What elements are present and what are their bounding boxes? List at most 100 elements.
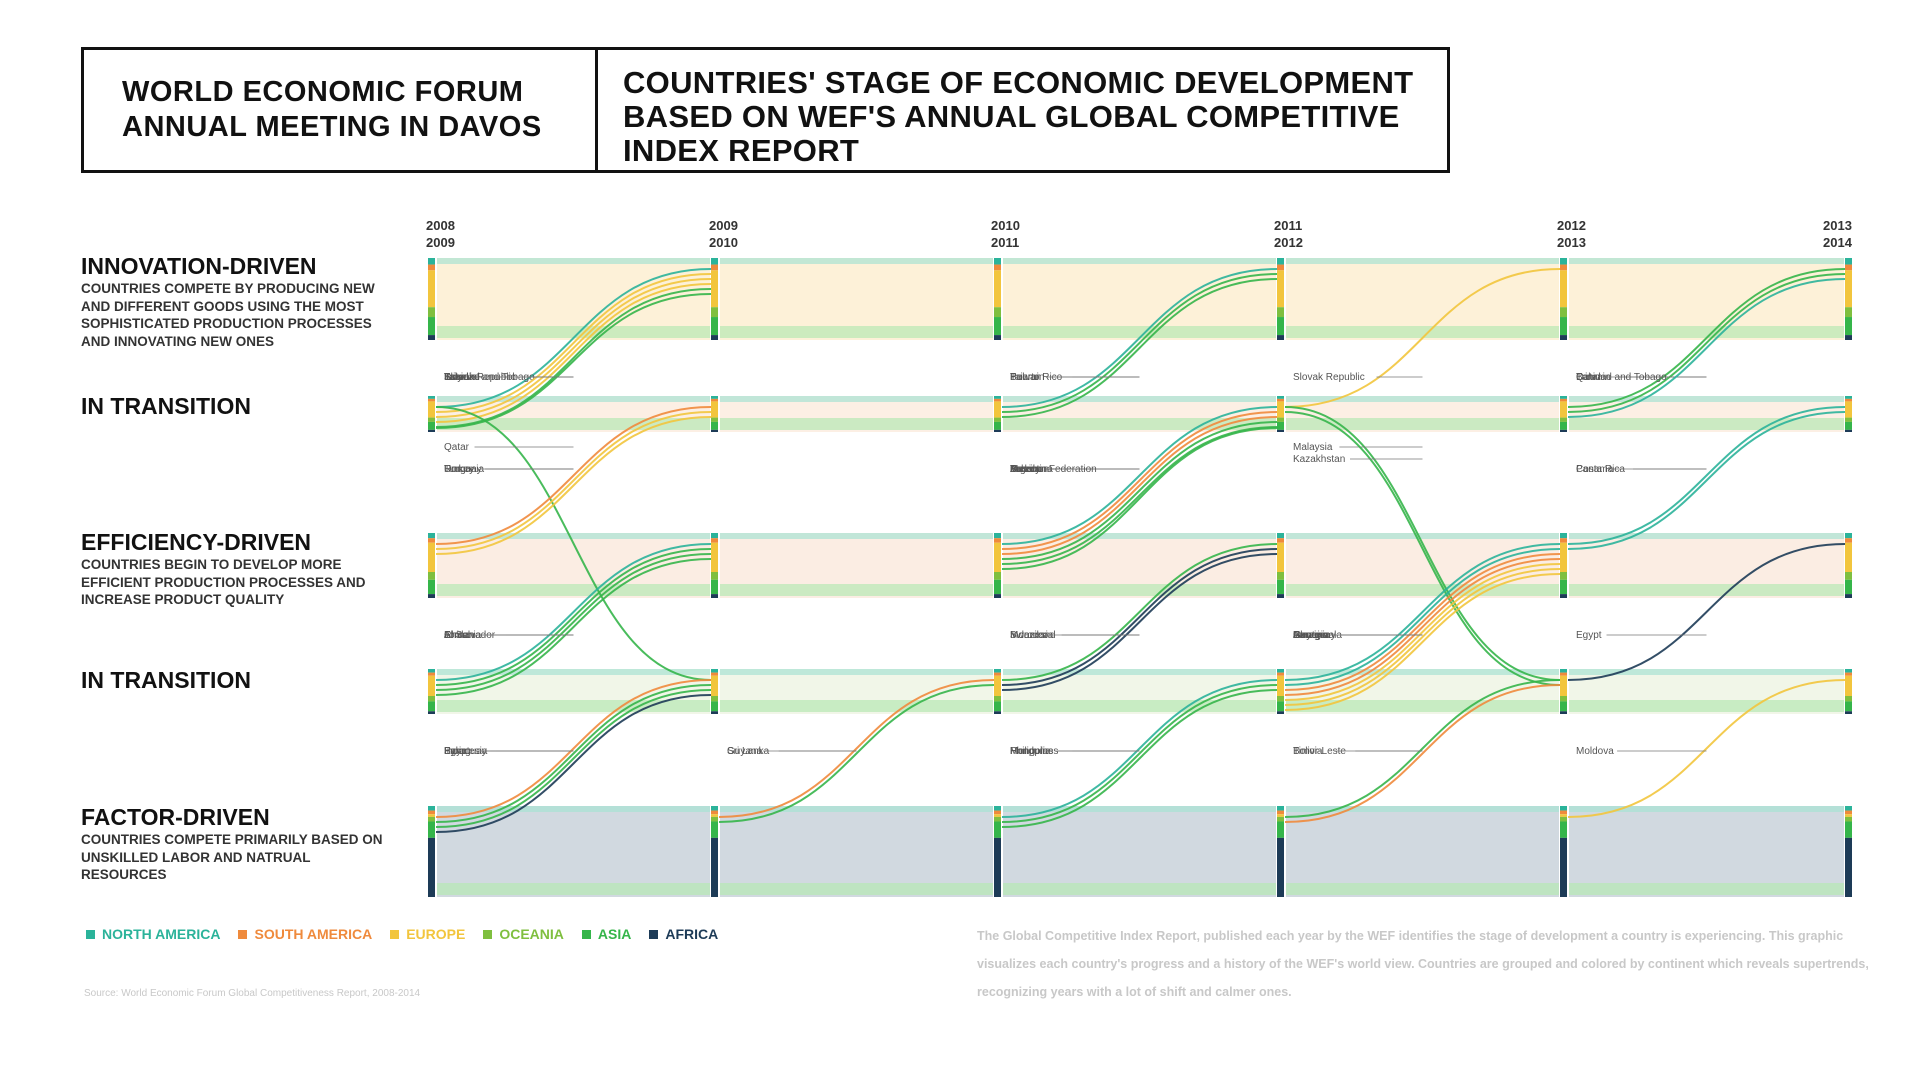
- country-label: Moldova: [1576, 746, 1614, 757]
- column-segment: [1277, 806, 1284, 811]
- country-label: Turkey: [1010, 464, 1040, 475]
- column-segment: [428, 417, 435, 422]
- transition-flow-line: [435, 543, 712, 681]
- column-segment: [1560, 317, 1567, 336]
- column-segment: [428, 398, 435, 402]
- transition-flow-line: [435, 548, 712, 686]
- column-segment: [428, 258, 435, 265]
- country-label: Panama: [1576, 464, 1614, 475]
- transition-flow-line: [435, 689, 712, 828]
- column-segment: [428, 421, 435, 430]
- background-bands: [437, 258, 1844, 897]
- country-label: Honduras: [1010, 746, 1053, 757]
- country-label: Mexico: [1010, 464, 1042, 475]
- column-segment: [994, 429, 1001, 432]
- transition-flow-line: [1567, 278, 1846, 418]
- country-label: Slovak Republic: [444, 372, 516, 383]
- column-segment: [994, 258, 1001, 265]
- stage-band-bottom-strip: [1003, 700, 1276, 712]
- column-segment: [1845, 396, 1852, 399]
- column-segment: [1845, 572, 1852, 580]
- country-label: Brazil: [1010, 464, 1035, 475]
- stage-band: [720, 806, 993, 897]
- column-segment: [1845, 579, 1852, 595]
- transition-flow-line: [1001, 416, 1278, 555]
- column-segment: [994, 675, 1001, 696]
- stage-band-bottom-strip: [1286, 418, 1559, 430]
- stage-band: [1286, 806, 1559, 897]
- country-label: Armenia: [1293, 630, 1331, 641]
- column-segment: [428, 821, 435, 838]
- column-segment: [428, 711, 435, 714]
- column-segment: [711, 417, 718, 422]
- stage-band-bottom-strip: [1569, 883, 1844, 895]
- year-label-2010: 2010 2011: [991, 218, 1020, 250]
- column-segment: [994, 672, 1001, 676]
- country-label: Romania: [444, 464, 484, 475]
- column-segment: [711, 421, 718, 430]
- stage-band-bottom-strip: [1569, 584, 1844, 596]
- swatch: [483, 929, 493, 939]
- transition-flow-line: [1001, 406, 1278, 545]
- column-segment: [711, 264, 718, 271]
- column-segment: [1845, 264, 1852, 271]
- stage-band-bottom-strip: [1003, 326, 1276, 338]
- stage-band: [1569, 806, 1844, 897]
- legend-item-europe: EUROPE: [390, 926, 465, 942]
- transition-flow-line: [1567, 268, 1846, 408]
- column-segment: [1277, 270, 1284, 308]
- column-segment: [711, 837, 718, 897]
- column-segment: [428, 542, 435, 572]
- column-segment: [1845, 270, 1852, 308]
- column-segment: [428, 672, 435, 676]
- column-segment: [994, 669, 1001, 673]
- column-segment: [1560, 711, 1567, 714]
- transition-flow-line: [435, 558, 712, 696]
- transition-flow-line: [1001, 427, 1278, 570]
- column-segment: [1845, 816, 1852, 822]
- stage-band-bottom-strip: [437, 883, 710, 895]
- transition-flow-line: [1001, 548, 1278, 686]
- transition-flow-line: [1001, 268, 1278, 408]
- country-label: Israel: [444, 372, 468, 383]
- column-segment: [994, 307, 1001, 318]
- column-segment: [1845, 258, 1852, 265]
- stage-band-top-strip: [720, 396, 993, 402]
- stage-in-transition-lower: IN TRANSITION: [81, 667, 251, 694]
- column-segment: [994, 398, 1001, 402]
- column-segment: [1277, 821, 1284, 838]
- column-segment: [1277, 538, 1284, 543]
- stage-band-bottom-strip: [437, 584, 710, 596]
- column-segment: [1560, 701, 1567, 712]
- stage-band-top-strip: [1286, 533, 1559, 539]
- stage-title: EFFICIENCY-DRIVEN: [81, 529, 312, 555]
- column-segment: [1560, 307, 1567, 318]
- transition-flow-line: [435, 553, 712, 691]
- column-segment: [1560, 396, 1567, 399]
- transition-flow-line: [435, 268, 712, 408]
- stage-band-top-strip: [720, 669, 993, 675]
- stage-description: COUNTRIES COMPETE PRIMARILY BASED ON UNS…: [81, 832, 383, 882]
- stage-factor-driven: FACTOR-DRIVEN COUNTRIES COMPETE PRIMARIL…: [81, 804, 391, 884]
- column-segment: [711, 270, 718, 308]
- column-segment: [1560, 335, 1567, 340]
- column-segment: [711, 814, 718, 817]
- country-label: Turkey: [444, 464, 474, 475]
- column-segment: [711, 572, 718, 580]
- legend-item-north-america: NORTH AMERICA: [86, 926, 220, 942]
- column-segment: [1845, 711, 1852, 714]
- column-segment: [428, 701, 435, 712]
- column-segment: [994, 810, 1001, 815]
- country-label: Philippines: [1010, 746, 1058, 757]
- country-label: Qatar: [1576, 372, 1602, 383]
- year-label-2009: 2009 2010: [709, 218, 738, 250]
- column-segment: [1277, 542, 1284, 572]
- header-box: WORLD ECONOMIC FORUM ANNUAL MEETING IN D…: [81, 47, 1450, 173]
- stage-band-top-strip: [1003, 533, 1276, 539]
- stage-band-bottom-strip: [720, 700, 993, 712]
- country-label: Indonesia: [444, 746, 488, 757]
- transition-flow-line: [1284, 558, 1561, 696]
- chart-title-cell: COUNTRIES' STAGE OF ECONOMIC DEVELOPMENT…: [598, 50, 1447, 170]
- stage-band-top-strip: [1003, 669, 1276, 675]
